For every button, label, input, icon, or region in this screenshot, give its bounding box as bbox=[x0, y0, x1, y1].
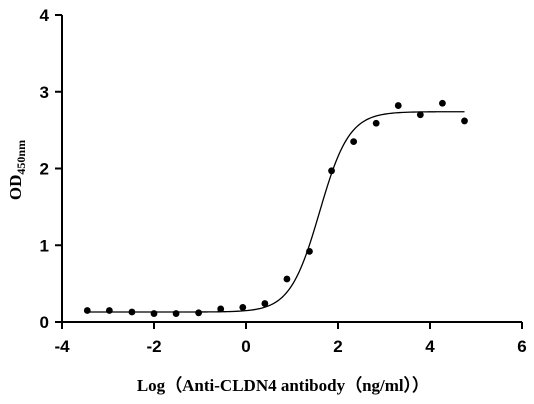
data-point bbox=[217, 305, 225, 313]
data-point bbox=[105, 307, 113, 314]
x-tick-label: 2 bbox=[333, 337, 342, 356]
y-axis-title-main: OD bbox=[6, 175, 25, 201]
data-point bbox=[195, 309, 203, 317]
data-point bbox=[239, 304, 247, 311]
axes: 0 1 2 3 4 -4 -2 0 2 4 6 bbox=[40, 6, 527, 356]
data-point bbox=[283, 275, 291, 283]
x-axis-title: Log（Anti-CLDN4 antibody（ng/ml）） bbox=[137, 375, 429, 395]
x-tick-label: 0 bbox=[241, 337, 250, 356]
fit-curve bbox=[87, 111, 465, 313]
data-point bbox=[350, 138, 358, 146]
data-point bbox=[372, 119, 380, 127]
data-point bbox=[328, 167, 335, 175]
y-tick-label: 3 bbox=[40, 83, 49, 102]
data-point bbox=[461, 117, 468, 125]
y-tick-label: 0 bbox=[40, 313, 49, 332]
data-point bbox=[83, 307, 91, 314]
y-tick-label: 1 bbox=[40, 236, 49, 255]
y-axis-title: OD450nm bbox=[6, 140, 28, 200]
y-tick-label: 2 bbox=[40, 160, 49, 179]
y-axis-ticks: 0 1 2 3 4 bbox=[40, 6, 62, 332]
data-point bbox=[306, 247, 313, 255]
data-point bbox=[172, 310, 180, 317]
x-tick-label: -2 bbox=[146, 337, 161, 356]
data-point bbox=[416, 111, 424, 119]
plot-area bbox=[83, 99, 468, 317]
y-axis-title-subscript: 450nm bbox=[14, 140, 28, 175]
data-point bbox=[128, 308, 136, 316]
x-tick-label: 4 bbox=[425, 337, 435, 356]
data-point bbox=[261, 300, 269, 307]
data-point bbox=[394, 102, 402, 109]
x-tick-label: -4 bbox=[54, 337, 70, 356]
data-point bbox=[150, 310, 158, 317]
x-axis-ticks: -4 -2 0 2 4 6 bbox=[54, 322, 527, 356]
data-point bbox=[439, 99, 446, 107]
x-tick-label: 6 bbox=[517, 337, 526, 356]
y-tick-label: 4 bbox=[40, 6, 50, 25]
